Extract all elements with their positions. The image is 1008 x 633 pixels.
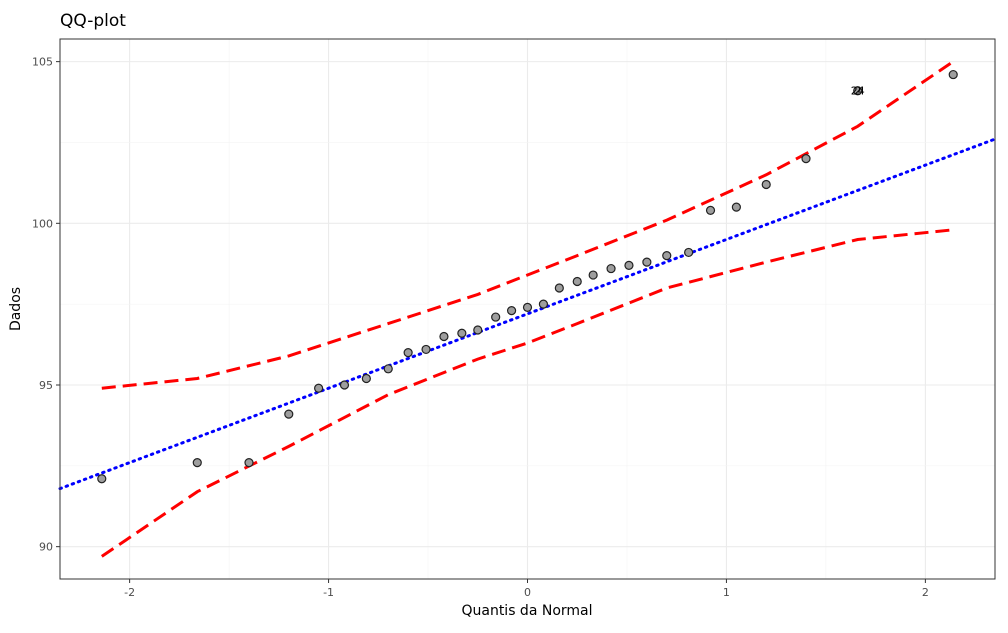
data-point [588, 270, 598, 280]
data-point [339, 380, 350, 390]
data-point [662, 251, 672, 261]
reference-line-path [58, 137, 997, 491]
y-tick-label: 100 [32, 217, 53, 230]
data-point [624, 260, 634, 270]
point-label: 24 [851, 85, 865, 98]
x-axis-title: Quantis da Normal [461, 603, 592, 619]
x-tick-label: -1 [323, 586, 334, 599]
data-point [457, 328, 467, 338]
data-point [522, 302, 533, 312]
x-tick-label: 1 [723, 586, 730, 599]
y-axis-title: Dados [8, 287, 24, 331]
data-point [506, 306, 517, 316]
data-point [761, 179, 771, 190]
x-tick-label: 0 [524, 586, 531, 599]
y-tick-label: 90 [39, 541, 53, 554]
data-point [853, 86, 863, 96]
data-point [97, 474, 107, 484]
data-point [439, 331, 449, 342]
data-point [421, 344, 431, 355]
x-tick-label: 2 [922, 586, 929, 599]
data-point [473, 325, 483, 335]
envelope-upper-line [101, 60, 955, 390]
data-point [361, 373, 371, 384]
x-axis-ticks: -2 -1 0 1 2 [124, 579, 929, 599]
data-point [554, 283, 564, 293]
x-tick-label: -2 [124, 586, 135, 599]
data-point [284, 409, 294, 419]
reference-line [58, 137, 997, 491]
data-point [314, 383, 324, 393]
point-label: 2 [854, 85, 861, 98]
data-point [383, 364, 393, 374]
data-point [491, 312, 501, 322]
confidence-envelope [100, 60, 955, 558]
y-axis-ticks: 90 95 100 105 [32, 56, 60, 554]
data-point [801, 154, 811, 164]
envelope-lower-line [100, 228, 954, 558]
data-point [705, 205, 716, 215]
data-point [684, 247, 694, 258]
data-points [97, 69, 958, 484]
y-tick-label: 95 [39, 379, 53, 392]
chart-title: QQ-plot [60, 11, 126, 31]
y-tick-label: 105 [32, 56, 53, 69]
data-point [731, 202, 741, 212]
data-point [192, 457, 202, 468]
data-point [948, 69, 958, 80]
data-point [403, 348, 413, 358]
data-point [606, 263, 616, 274]
data-point [244, 457, 254, 468]
data-point [538, 299, 549, 309]
data-point [642, 257, 652, 267]
data-point [572, 276, 582, 287]
point-labels: 242 [851, 85, 865, 98]
